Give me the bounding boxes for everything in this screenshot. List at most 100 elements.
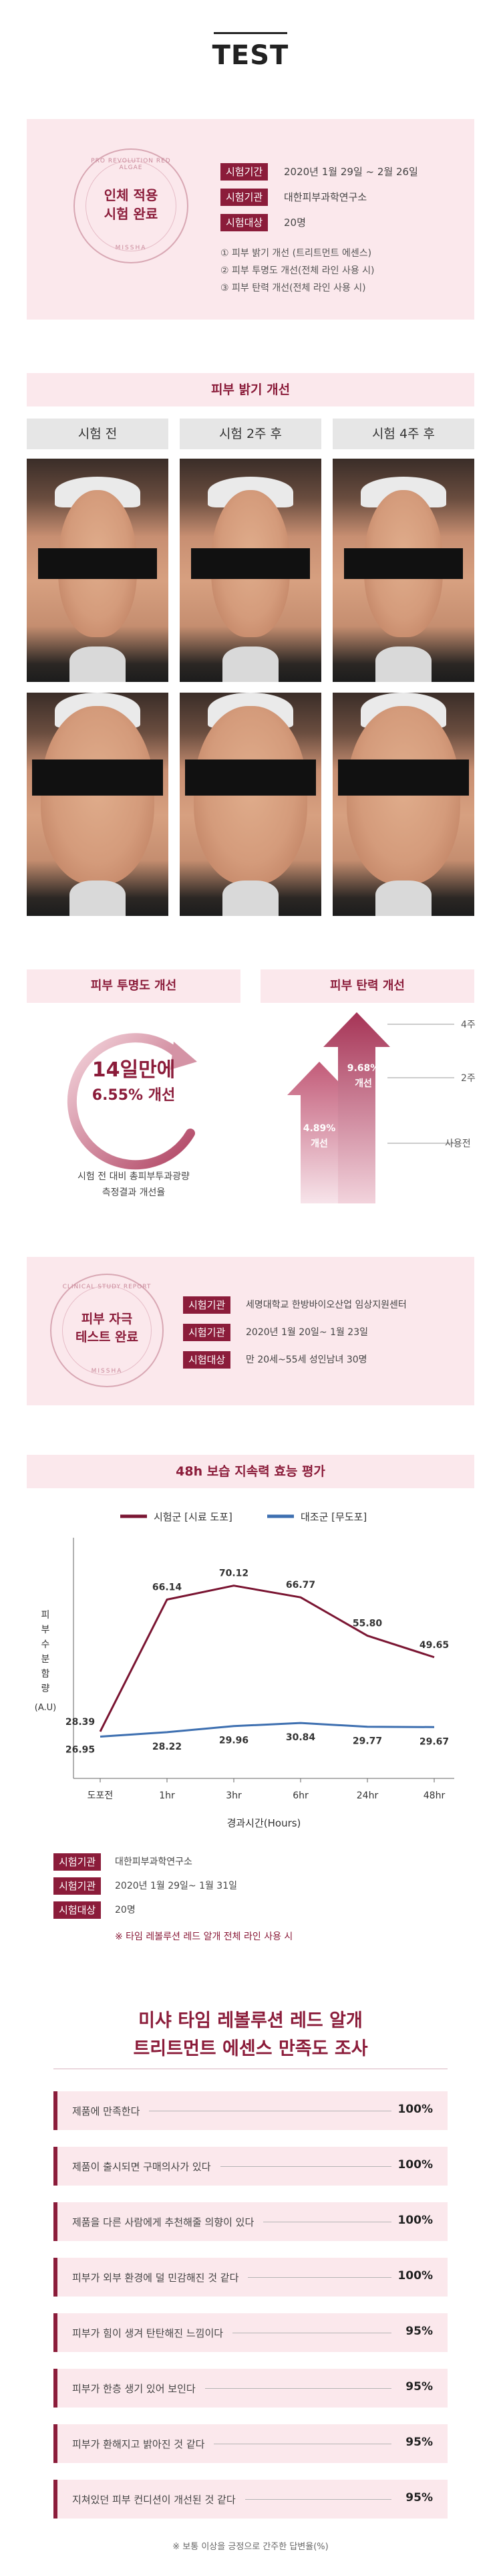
survey-row-accent: [53, 2313, 57, 2352]
test1-note-2: ② 피부 투명도 개선(전체 라인 사용 시): [220, 265, 375, 276]
clarity-big-text: 14일만에: [92, 1058, 176, 1082]
x-tick-label: 1hr: [159, 1790, 175, 1801]
survey-row-leader: [244, 2499, 391, 2500]
survey-row-accent: [53, 2424, 57, 2463]
elasticity-label-4w: 4주: [461, 1020, 476, 1030]
test1-value-institute: 대한피부과학연구소: [284, 191, 367, 203]
test1-tag-subjects: 시험대상: [220, 214, 269, 231]
y-label-unit: (A.U): [35, 1703, 56, 1713]
survey-row: 피부가 외부 환경에 덜 민감해진 것 같다 100%: [53, 2258, 448, 2297]
test1-tag-period: 시험기간: [220, 163, 269, 181]
elasticity-arrow2-value: 9.68%: [347, 1063, 380, 1074]
data-label-1: 29.67: [420, 1736, 449, 1747]
series-line-0: [99, 1585, 435, 1732]
test1-note-1: ① 피부 밝기 개선 (트리트먼트 에센스): [220, 248, 372, 259]
survey-footnote: ※ 보통 이상을 긍정으로 간주한 답변율(%): [172, 2542, 329, 2552]
clarity-sub-text: 6.55% 개선: [92, 1087, 176, 1104]
test2-value-1: 세명대학교 한방바이오산업 임상지원센터: [246, 1300, 407, 1310]
survey-row-text: 피부가 환해지고 밝아진 것 같다: [72, 2438, 205, 2450]
photo-close-2w: [180, 693, 321, 916]
photo-front-before: [27, 459, 168, 682]
elasticity-arrow2-label: 개선: [355, 1078, 372, 1089]
y-label-char: 수: [41, 1639, 50, 1650]
moisture-tag-1: 시험기관: [53, 1853, 102, 1871]
survey-row: 제품에 만족한다 100%: [53, 2091, 448, 2130]
clarity-arc-graphic: [67, 1033, 197, 1170]
survey-row-text: 제품을 다른 사람에게 추천해줄 의향이 있다: [72, 2216, 255, 2228]
survey-row-accent: [53, 2480, 57, 2519]
moisture-value-1: 대한피부과학연구소: [115, 1857, 192, 1867]
survey-row-percent: 100%: [397, 2269, 433, 2282]
moisture-footnote: ※ 타임 레볼루션 레드 알개 전체 라인 사용 시: [115, 1931, 293, 1942]
elasticity-title: 피부 탄력 개선: [261, 969, 474, 1003]
clarity-caption: 시험 전 대비 총피부투과광량 측정결과 개선율: [77, 1171, 190, 1198]
photo-close-before: [27, 693, 168, 916]
photo-close-4w: [333, 693, 474, 916]
survey-row-percent: 100%: [397, 2158, 433, 2172]
x-tick-label: 6hr: [293, 1790, 309, 1801]
legend-label-0: 시험군 [시료 도포]: [154, 1511, 232, 1523]
survey-title-line1: 미샤 타임 레볼루션 레드 알개: [138, 2010, 363, 2031]
y-label-char: 함: [41, 1669, 50, 1679]
data-label-0: 49.65: [420, 1640, 449, 1651]
x-tick-label: 24hr: [357, 1790, 379, 1801]
survey-row-percent: 95%: [405, 2325, 433, 2338]
survey-row-leader: [204, 2388, 391, 2389]
survey-row-percent: 100%: [397, 2103, 433, 2116]
elasticity-arrows-graphic: [287, 1012, 454, 1203]
survey-row-text: 피부가 외부 환경에 덜 민감해진 것 같다: [72, 2272, 239, 2284]
x-tick-label: 도포전: [88, 1790, 114, 1801]
survey-row-accent: [53, 2202, 57, 2241]
data-label-0: 55.80: [353, 1619, 383, 1629]
test2-seal: [50, 1274, 164, 1387]
test1-seal-text: 인체 적용 시험 완료: [104, 187, 158, 222]
photo-front-2w: [180, 459, 321, 682]
elasticity-label-2w: 2주: [461, 1073, 476, 1084]
test1-seal: [73, 148, 188, 263]
survey-row: 제품을 다른 사람에게 추천해줄 의향이 있다 100%: [53, 2202, 448, 2241]
survey-row: 지쳐있던 피부 컨디션이 개선된 것 같다 95%: [53, 2480, 448, 2519]
data-label-1: 29.77: [353, 1736, 382, 1747]
test1-note-3: ③ 피부 탄력 개선(전체 라인 사용 시): [220, 283, 366, 294]
survey-row-accent: [53, 2091, 57, 2130]
x-tick-label: 48hr: [424, 1790, 446, 1801]
legend-label-1: 대조군 [무도포]: [301, 1511, 367, 1523]
survey-row: 피부가 환해지고 밝아진 것 같다 95%: [53, 2424, 448, 2463]
survey-row-leader: [248, 2277, 391, 2278]
elasticity-arrow1-label: 개선: [311, 1139, 328, 1149]
survey-row: 피부가 한층 생기 있어 보인다 95%: [53, 2369, 448, 2408]
test2-value-3: 만 20세~55세 성인남녀 30명: [246, 1355, 367, 1365]
survey-row-text: 제품이 출시되면 구매의사가 있다: [72, 2161, 211, 2173]
x-tick-label: 3hr: [226, 1790, 242, 1801]
moisture-tag-3: 시험대상: [53, 1901, 102, 1919]
data-label-0: 28.39: [65, 1717, 95, 1728]
data-label-0: 70.12: [219, 1568, 248, 1579]
survey-row-text: 피부가 한층 생기 있어 보인다: [72, 2383, 196, 2395]
photo-front-4w: [333, 459, 474, 682]
data-label-0: 66.77: [286, 1580, 315, 1591]
elasticity-arrow1-value: 4.89%: [303, 1123, 336, 1134]
test2-value-2: 2020년 1월 20일~ 1월 23일: [246, 1327, 369, 1338]
brightness-title: 피부 밝기 개선: [27, 373, 474, 406]
test2-tag-1: 시험기관: [183, 1296, 231, 1314]
moisture-value-3: 20명: [115, 1905, 136, 1915]
test2-tag-2: 시험기관: [183, 1324, 231, 1341]
test2-seal-ring-top: CLINICAL STUDY REPORT: [62, 1284, 152, 1290]
test1-value-subjects: 20명: [284, 217, 306, 229]
moisture-title: 48h 보습 지속력 효능 평가: [27, 1455, 474, 1488]
y-label-char: 분: [41, 1654, 50, 1665]
header-rule: [214, 32, 287, 34]
elasticity-label-before: 사용전: [445, 1139, 471, 1149]
data-label-0: 66.14: [152, 1582, 182, 1593]
y-label-char: 부: [41, 1625, 50, 1635]
data-label-1: 26.95: [65, 1744, 95, 1755]
survey-title-line2: 트리트먼트 에센스 만족도 조사: [133, 2038, 368, 2059]
test2-tag-3: 시험대상: [183, 1351, 231, 1369]
survey-row-percent: 95%: [405, 2436, 433, 2449]
test2-seal-text: 피부 자극 테스트 완료: [75, 1312, 138, 1344]
survey-row-percent: 100%: [397, 2214, 433, 2227]
survey-row-text: 제품에 만족한다: [72, 2105, 140, 2117]
survey-row-percent: 95%: [405, 2491, 433, 2504]
x-axis-label: 경과시간(Hours): [227, 1817, 301, 1829]
